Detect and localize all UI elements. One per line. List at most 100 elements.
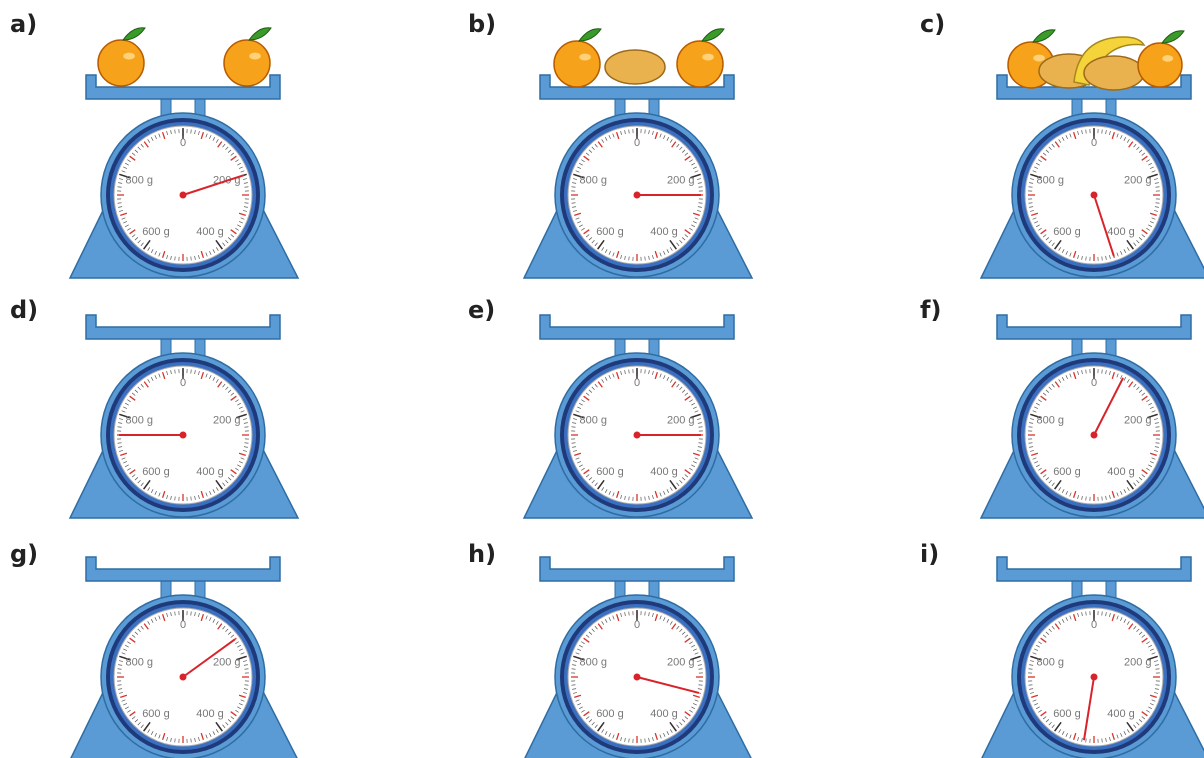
minor-tick (629, 739, 630, 743)
dial-label: 800 g (125, 175, 153, 187)
orange (554, 41, 600, 87)
minor-tick (245, 685, 249, 686)
minor-tick (1086, 257, 1087, 261)
dial-label: 0 (1091, 619, 1097, 631)
tray (540, 557, 734, 581)
minor-tick (118, 685, 122, 686)
scale-label: f) (920, 296, 941, 324)
needle-hub (634, 674, 641, 681)
orange-shine (249, 53, 260, 60)
dial-label: 0 (180, 377, 186, 389)
minor-tick (1102, 497, 1103, 501)
tray (86, 557, 280, 581)
dial-label: 600 g (1053, 466, 1081, 478)
minor-tick (118, 443, 122, 444)
leaf (123, 28, 145, 40)
needle-hub (180, 674, 187, 681)
minor-tick (191, 130, 192, 134)
minor-tick (1156, 187, 1160, 188)
minor-tick (1029, 187, 1033, 188)
minor-tick (118, 669, 122, 670)
minor-tick (1102, 612, 1103, 616)
dial-label: 0 (634, 619, 640, 631)
minor-tick (645, 130, 646, 134)
minor-tick (1102, 739, 1103, 743)
tray (997, 315, 1191, 339)
minor-tick (1156, 427, 1160, 428)
minor-tick (572, 203, 576, 204)
minor-tick (629, 370, 630, 374)
dial-label: 600 g (596, 226, 624, 238)
orange-shine (1162, 55, 1173, 62)
mango (605, 50, 665, 84)
scale: h)0200 g400 g600 g800 g (468, 540, 752, 758)
needle-hub (180, 192, 187, 199)
scale-label: c) (920, 10, 945, 38)
minor-tick (699, 685, 703, 686)
worksheet: a) 0 200 g 400 g 600 g 800 g b) 0 200 g 400 g 600 … (0, 0, 1204, 758)
orange-shine (579, 54, 591, 61)
dial-label: 800 g (1036, 415, 1064, 427)
dial-label: 0 (634, 137, 640, 149)
minor-tick (1156, 443, 1160, 444)
minor-tick (1029, 203, 1033, 204)
scale: i)0200 g400 g600 g800 g (920, 540, 1204, 758)
scale: e)0200 g400 g600 g800 g (468, 296, 752, 518)
dial-label: 200 g (213, 415, 241, 427)
dial-label: 400 g (1107, 708, 1135, 720)
scale-label: h) (468, 540, 496, 568)
leaf (1033, 30, 1055, 42)
dial-label: 400 g (650, 708, 678, 720)
tray (86, 315, 280, 339)
minor-tick (175, 739, 176, 743)
dial-label: 800 g (125, 415, 153, 427)
minor-tick (191, 612, 192, 616)
dial-label: 800 g (1036, 657, 1064, 669)
minor-tick (699, 187, 703, 188)
leaf (702, 29, 724, 41)
dial-label: 200 g (667, 175, 695, 187)
scale-label: e) (468, 296, 495, 324)
dial-label: 600 g (142, 708, 170, 720)
orange-shine (123, 53, 135, 60)
minor-tick (645, 497, 646, 501)
minor-tick (572, 427, 576, 428)
dial-label: 400 g (1107, 226, 1135, 238)
minor-tick (629, 612, 630, 616)
dial-label: 800 g (579, 657, 607, 669)
minor-tick (699, 427, 703, 428)
dial-label: 400 g (1107, 466, 1135, 478)
dial-label: 0 (180, 137, 186, 149)
dial-label: 600 g (142, 466, 170, 478)
minor-tick (1029, 443, 1033, 444)
minor-tick (699, 669, 703, 670)
scale-label: a) (10, 10, 37, 38)
dial-label: 600 g (142, 226, 170, 238)
minor-tick (645, 739, 646, 743)
needle-hub (180, 432, 187, 439)
minor-tick (572, 443, 576, 444)
orange (98, 40, 144, 86)
minor-tick (245, 187, 249, 188)
minor-tick (175, 257, 176, 261)
dial-label: 0 (180, 619, 186, 631)
needle-hub (634, 192, 641, 199)
dial-label: 400 g (196, 708, 224, 720)
leaf (1162, 31, 1184, 43)
tray (540, 315, 734, 339)
scale-label: b) (468, 10, 496, 38)
scale-label: d) (10, 296, 38, 324)
minor-tick (175, 130, 176, 134)
dial-label: 200 g (1124, 175, 1152, 187)
minor-tick (118, 203, 122, 204)
dial-label: 400 g (650, 466, 678, 478)
minor-tick (191, 739, 192, 743)
minor-tick (1086, 739, 1087, 743)
minor-tick (629, 497, 630, 501)
orange-shine (1033, 55, 1045, 62)
minor-tick (245, 427, 249, 428)
needle-hub (634, 432, 641, 439)
minor-tick (245, 203, 249, 204)
